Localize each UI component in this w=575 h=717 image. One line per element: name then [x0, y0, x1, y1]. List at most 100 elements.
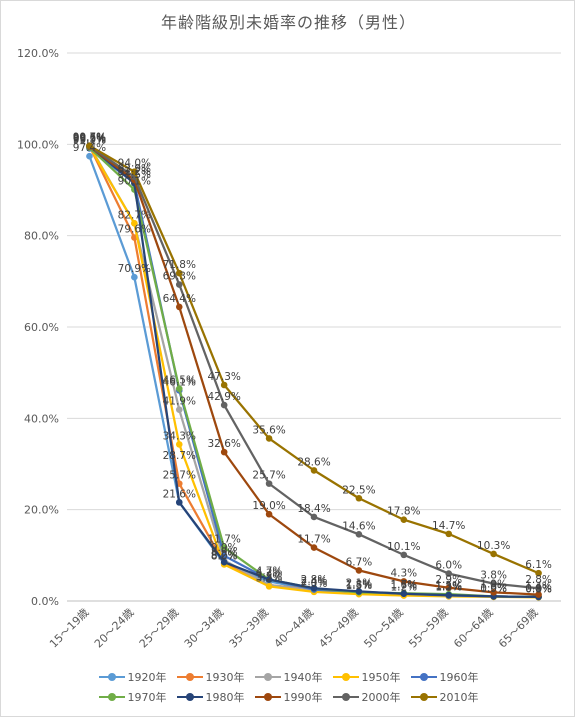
legend-swatch — [332, 672, 359, 682]
data-point — [535, 584, 542, 592]
data-point — [355, 588, 363, 595]
data-label: 14.7% — [432, 520, 465, 532]
data-point — [131, 273, 138, 281]
data-label: 2.4% — [301, 576, 328, 588]
y-tick-label: 40.0% — [24, 412, 59, 425]
data-point — [355, 494, 363, 502]
data-label: 92.2% — [118, 166, 151, 178]
data-label: 19.0% — [252, 500, 285, 512]
legend-label: 2000年 — [361, 691, 401, 704]
data-label: 25.7% — [252, 470, 285, 482]
data-label: 47.3% — [208, 371, 241, 383]
data-point — [175, 441, 183, 448]
legend-label: 1930年 — [205, 671, 245, 684]
x-tick-label: 40～44歳 — [272, 606, 317, 651]
data-point — [220, 381, 228, 389]
data-point — [490, 580, 497, 587]
legend-swatch — [98, 672, 125, 682]
data-label: 28.6% — [297, 456, 330, 468]
legend-item: 1970年 — [98, 689, 167, 705]
data-label: 69.3% — [163, 271, 196, 283]
data-label: 91.5% — [118, 169, 151, 181]
legend-label: 1970年 — [127, 691, 167, 704]
data-label: 99.3% — [73, 134, 106, 146]
legend-label: 1990年 — [283, 691, 323, 704]
data-label: 46.1% — [163, 376, 196, 388]
data-label: 8.0% — [211, 550, 238, 562]
data-point — [265, 510, 273, 518]
y-tick-label: 80.0% — [24, 230, 59, 243]
x-tick-label: 65～69歳 — [496, 606, 541, 651]
data-label: 11.7% — [208, 534, 241, 546]
data-label: 17.8% — [387, 506, 420, 518]
data-label: 8.9% — [211, 546, 238, 558]
data-label: 6.0% — [435, 560, 462, 572]
data-point — [400, 578, 408, 585]
data-label: 4.3% — [256, 567, 283, 579]
legend-item: 1940年 — [254, 669, 323, 685]
data-label: 1.3% — [435, 581, 462, 593]
data-point — [220, 401, 228, 409]
data-label: 1.7% — [390, 579, 417, 591]
x-tick-label: 25～29歳 — [137, 606, 182, 651]
legend-swatch — [332, 692, 359, 702]
data-point — [490, 550, 497, 558]
data-label: 0.9% — [525, 583, 552, 595]
line-chart: 0.0% 20.0% 40.0% 60.0% 80.0% 100.0% 120.0% 15～1… — [17, 47, 561, 651]
legend-swatch — [410, 692, 437, 702]
legend-item: 1980年 — [176, 689, 245, 705]
data-label: 21.6% — [163, 488, 196, 500]
data-point — [400, 590, 408, 597]
data-label: 2.8% — [301, 574, 328, 586]
data-point — [445, 530, 453, 538]
data-label: 4.3% — [390, 567, 417, 579]
data-label: 18.4% — [297, 503, 330, 515]
data-label: 79.6% — [118, 223, 151, 235]
data-point — [445, 591, 453, 599]
data-point — [131, 220, 138, 227]
x-tick-label: 15～19歳 — [47, 606, 92, 651]
legend-swatch — [98, 692, 125, 702]
data-label: 2.9% — [435, 574, 462, 586]
data-label: 1.0% — [480, 582, 507, 594]
data-label: 4.7% — [256, 566, 283, 578]
data-label: 99.7% — [73, 132, 106, 144]
data-label: 1.6% — [390, 580, 417, 592]
legend: 1920年 1930年 1940年 1950年 1960年 1970年 1980年 1990… — [1, 667, 575, 707]
series-lines — [86, 142, 542, 601]
data-point — [490, 589, 497, 596]
y-tick-label: 20.0% — [24, 504, 59, 517]
x-tick-label: 55～59歳 — [406, 606, 451, 651]
data-label: 1.5% — [346, 580, 373, 592]
data-label: 2.8% — [525, 574, 552, 586]
data-label: 46.5% — [163, 375, 196, 387]
data-label: 25.7% — [163, 470, 196, 482]
data-label: 1.2% — [435, 582, 462, 594]
data-point — [265, 480, 273, 487]
data-label: 2.1% — [346, 577, 373, 589]
legend-label: 1950年 — [361, 671, 401, 684]
data-point — [310, 467, 318, 474]
y-tick-label: 100.0% — [17, 138, 59, 151]
data-label: 10.3% — [477, 540, 510, 552]
data-point — [400, 551, 408, 559]
legend-swatch — [176, 692, 203, 702]
data-label: 1.2% — [390, 582, 417, 594]
data-label: 41.9% — [163, 396, 196, 408]
data-label: 6.7% — [346, 556, 373, 568]
data-point — [535, 569, 542, 577]
data-point — [445, 570, 453, 577]
series-line — [88, 145, 539, 599]
data-point — [86, 142, 93, 150]
x-tick-label: 35～39歳 — [227, 606, 272, 651]
legend-label: 1940年 — [283, 671, 323, 684]
x-tick-label: 20～24歳 — [92, 606, 137, 651]
legend-item: 2000年 — [332, 689, 401, 705]
legend-swatch — [254, 672, 281, 682]
data-point — [86, 152, 93, 160]
data-label: 14.6% — [342, 520, 375, 532]
data-label: 92.9% — [118, 163, 151, 175]
series-line — [88, 146, 539, 599]
data-label: 70.9% — [118, 263, 151, 275]
